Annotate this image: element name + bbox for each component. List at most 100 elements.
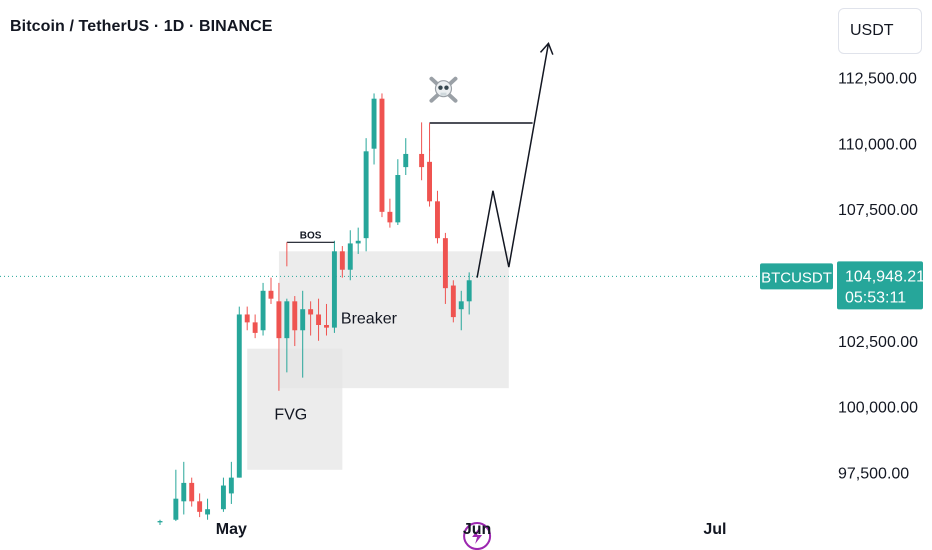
skull-crossbones-icon [429,76,458,103]
candle-body [228,477,234,494]
candle [435,190,440,244]
candle-body [458,301,464,310]
chart-title: Bitcoin / TetherUS · 1D · BINANCE [10,18,273,35]
candle [308,301,314,336]
y-tick-label: 100,000.00 [838,400,918,417]
candle [363,138,369,252]
candle-body [403,153,409,168]
candle [220,477,226,512]
projection-path [476,43,550,278]
candle [292,296,298,347]
candle-body [450,285,456,318]
candle [244,306,250,331]
candle [387,198,393,228]
candle-body [466,280,472,302]
candle [403,138,409,175]
candle [427,148,432,207]
candle [450,280,456,323]
currency-button[interactable]: USDT [838,8,922,54]
candle-body [181,482,187,502]
candle-body [197,501,203,512]
candle-body [284,301,290,339]
candle-body [316,314,322,325]
y-tick-label: 112,500.00 [838,71,917,88]
y-tick-label: 110,000.00 [838,136,917,153]
candle [197,493,203,518]
x-axis[interactable]: May Jun Jul [216,521,727,538]
candle-body [157,521,163,523]
candle [173,469,179,522]
candle-body [244,314,250,323]
candle-body [331,251,337,328]
candle [300,290,306,378]
candle-body [363,151,369,239]
candle [419,122,425,181]
candles-layer [157,93,472,525]
candle [252,314,258,339]
candle-body [189,482,195,502]
candle [379,93,385,218]
price-tag-bg [837,261,923,310]
annotations-layer: FVG Breaker BOS [274,42,554,550]
candle [228,461,234,504]
y-axis[interactable]: 112,500.00 110,000.00 107,500.00 102,500.00… [838,71,918,483]
candle [189,477,195,507]
candle [371,93,377,165]
candle [268,277,274,304]
candle-body [355,240,361,244]
candle-body [308,309,314,315]
candle-body [268,290,274,299]
skull-head [434,80,453,98]
candle-body [260,290,266,331]
candle [316,298,322,341]
candle [458,290,464,331]
candle [395,159,401,225]
x-tick-label: Jun [463,521,491,538]
candle [339,246,345,278]
candle-body [387,211,393,223]
candle [205,498,211,520]
zone-label-fvg: FVG [274,407,307,424]
lightning-bolt [472,528,483,545]
zone-label-breaker: Breaker [341,311,398,328]
candle [442,232,448,304]
candle [284,298,290,373]
candle-body [173,498,179,520]
price-tags: BTCUSDT 104,948.21 05:53:11 [760,261,925,310]
candle-body [292,301,298,331]
candle-body [276,301,282,339]
candle-body [379,98,385,212]
candle [181,461,187,515]
x-tick-label: May [216,521,247,538]
candle [466,272,472,315]
candle-body [419,153,425,168]
candle-body [236,314,242,478]
lightning-event-icon [463,522,492,550]
y-tick-label: 102,500.00 [838,334,918,351]
candle-body [427,161,432,202]
candle-body [300,309,306,331]
candle [276,282,282,391]
candle-body [442,238,448,289]
skull-eye [444,85,449,90]
candle-body [371,98,377,149]
symbol-tag-label: BTCUSDT [761,269,832,286]
candle [331,240,337,333]
bar-countdown-label: 05:53:11 [845,289,906,306]
candle [236,306,242,478]
skull-eye [438,85,443,90]
x-tick-label: Jul [703,521,726,538]
y-tick-label: 107,500.00 [838,202,918,219]
candle-body [205,509,211,515]
current-price-label: 104,948.21 [845,268,925,285]
candle-body [347,243,353,270]
candle [347,230,353,281]
skull-teeth [440,92,447,96]
candle [157,519,163,525]
symbol-tag-bg [760,263,833,290]
bos-label: BOS [300,230,322,241]
zones-layer [247,251,509,470]
y-tick-label: 97,500.00 [838,465,909,482]
candle-body [435,201,440,239]
